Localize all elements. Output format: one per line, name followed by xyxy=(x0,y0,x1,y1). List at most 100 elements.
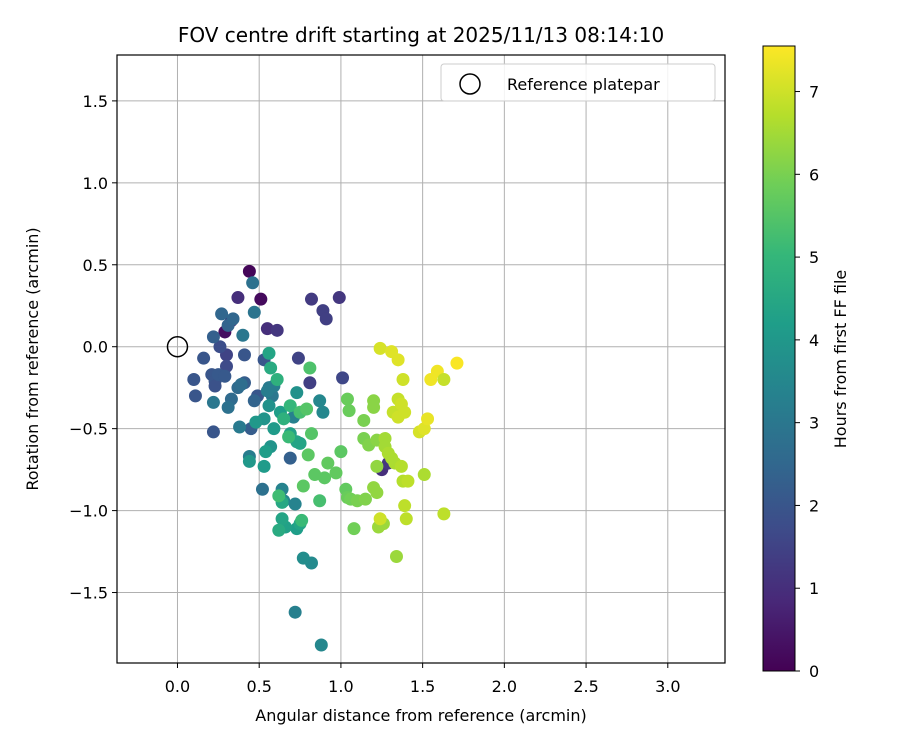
data-point xyxy=(340,392,354,406)
legend-reference-marker xyxy=(459,73,481,95)
data-point xyxy=(242,454,256,468)
data-point xyxy=(234,377,248,391)
data-point xyxy=(329,466,343,480)
chart-title: FOV centre drift starting at 2025/11/13 … xyxy=(178,23,664,47)
data-point xyxy=(277,412,291,426)
colorbar-tick-label: 5 xyxy=(809,248,819,267)
data-point xyxy=(318,471,332,485)
data-point xyxy=(197,351,211,365)
data-point xyxy=(347,522,361,536)
data-point xyxy=(304,427,318,441)
data-point xyxy=(295,513,309,527)
data-point xyxy=(367,394,381,408)
data-points xyxy=(187,264,464,652)
data-point xyxy=(316,405,330,419)
data-point xyxy=(437,372,451,386)
colorbar-tick-label: 4 xyxy=(809,331,819,350)
y-tick-label: 1.5 xyxy=(83,92,108,111)
colorbar-frame xyxy=(762,45,796,672)
colorbar-tick-label: 2 xyxy=(809,496,819,515)
y-axis-ticks: −1.5 −1.0 −0.5 0.0 0.5 1.0 1.5 xyxy=(69,92,117,603)
data-point xyxy=(272,523,286,537)
data-point xyxy=(421,412,435,426)
x-tick-label: 0.5 xyxy=(246,677,271,696)
data-point xyxy=(396,372,410,386)
y-tick-label: 0.5 xyxy=(83,256,108,275)
data-point xyxy=(259,445,273,459)
x-tick-label: 1.5 xyxy=(410,677,435,696)
data-point xyxy=(417,422,431,436)
data-point xyxy=(247,394,261,408)
y-tick-label: −0.5 xyxy=(69,420,108,439)
data-point xyxy=(272,489,286,503)
data-point xyxy=(296,479,310,493)
data-point xyxy=(221,400,235,414)
x-tick-label: 2.5 xyxy=(573,677,598,696)
data-point xyxy=(208,379,222,393)
data-point xyxy=(303,361,317,375)
data-point xyxy=(262,346,276,360)
plot-frame xyxy=(116,54,726,664)
colorbar: 0 1 2 3 4 5 6 7 Hours from first FF file xyxy=(762,45,850,681)
data-point xyxy=(399,512,413,526)
data-point xyxy=(370,459,384,473)
data-point xyxy=(288,497,302,511)
data-point xyxy=(247,305,261,319)
legend-box xyxy=(440,63,716,102)
x-tick-label: 2.0 xyxy=(492,677,517,696)
colorbar-tick-label: 7 xyxy=(809,83,819,102)
reference-marker-layer xyxy=(166,335,189,358)
data-point xyxy=(206,395,220,409)
data-point xyxy=(283,399,297,413)
data-point xyxy=(288,605,302,619)
colorbar-tick-label: 0 xyxy=(809,662,819,681)
y-tick-label: −1.0 xyxy=(69,502,108,521)
legend-entry-reference: Reference platepar xyxy=(507,75,660,94)
legend[interactable]: Reference platepar xyxy=(440,63,716,102)
data-point xyxy=(313,494,327,508)
data-point xyxy=(300,402,314,416)
y-tick-label: 1.0 xyxy=(83,174,108,193)
data-point xyxy=(187,372,201,386)
data-point xyxy=(301,448,315,462)
data-point xyxy=(334,445,348,459)
data-point xyxy=(242,264,256,278)
data-point xyxy=(373,341,387,355)
colorbar-gradient xyxy=(763,46,795,671)
data-point xyxy=(236,328,250,342)
x-tick-label: 3.0 xyxy=(655,677,680,696)
y-tick-label: 0.0 xyxy=(83,338,108,357)
data-point xyxy=(215,307,229,321)
data-point xyxy=(282,430,296,444)
data-point xyxy=(220,359,234,373)
colorbar-ticks: 0 1 2 3 4 5 6 7 xyxy=(795,83,819,681)
reference-platepar-marker xyxy=(166,335,189,358)
data-point xyxy=(264,361,278,375)
data-point xyxy=(358,492,372,506)
data-point xyxy=(394,459,408,473)
data-point xyxy=(391,353,405,367)
data-point xyxy=(290,386,304,400)
y-axis-label: Rotation from reference (arcmin) xyxy=(23,227,42,490)
data-point xyxy=(370,486,384,500)
y-tick-label: −1.5 xyxy=(69,584,108,603)
colorbar-tick-label: 6 xyxy=(809,165,819,184)
data-point xyxy=(296,551,310,565)
data-point xyxy=(270,372,284,386)
data-point xyxy=(308,468,322,482)
data-point xyxy=(231,291,245,305)
data-point xyxy=(206,425,220,439)
data-point xyxy=(213,340,227,354)
data-point xyxy=(257,459,271,473)
colorbar-tick-label: 1 xyxy=(809,579,819,598)
data-point xyxy=(319,312,333,326)
colorbar-tick-label: 3 xyxy=(809,414,819,433)
data-point xyxy=(450,356,464,370)
data-point xyxy=(188,389,202,403)
x-axis-ticks: 0.0 0.5 1.0 1.5 2.0 2.5 3.0 xyxy=(165,663,681,696)
data-point xyxy=(291,351,305,365)
data-point xyxy=(206,330,220,344)
data-point xyxy=(437,507,451,521)
data-point xyxy=(321,456,335,470)
data-point xyxy=(313,394,327,408)
